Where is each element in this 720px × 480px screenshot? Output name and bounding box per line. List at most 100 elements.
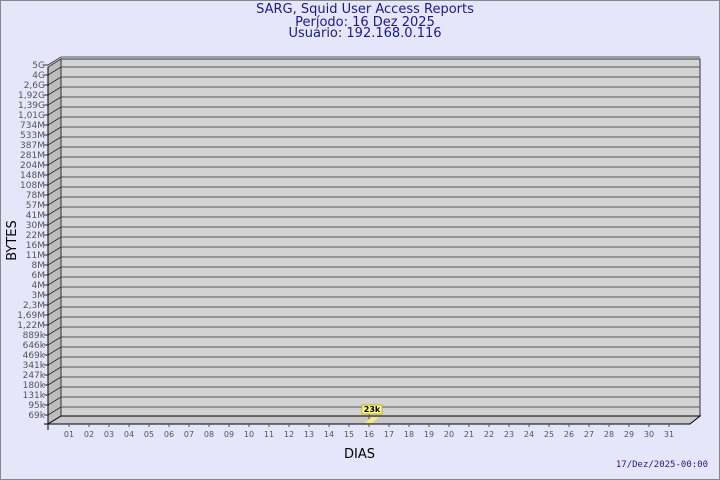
x-tick-label: 03 [104,430,114,439]
y-tick-label: 1,69M [17,311,45,321]
gridline-depth [47,56,62,66]
x-tick-label: 11 [264,430,274,439]
x-tick-label: 28 [604,430,614,439]
y-tick-label: 889k [23,331,46,341]
y-tick-label: 1,92G [18,91,45,101]
gridline-depth [47,356,62,366]
y-tick-label: 3M [32,291,46,301]
gridline-depth [47,156,62,166]
gridline-depth [47,176,62,186]
y-tick-label: 16M [26,241,45,251]
x-tick-label: 30 [644,430,654,439]
y-tick-label: 180k [23,381,46,391]
gridline-depth [47,186,62,196]
y-tick-label: 204M [20,161,45,171]
x-tick-label: 02 [84,430,94,439]
y-tick-label: 131k [23,391,46,401]
x-tick-label: 08 [204,430,214,439]
gridline-depth [47,316,62,326]
y-tick-label: 1,39G [18,101,45,111]
gridline-depth [47,306,62,316]
gridline-depth [47,146,62,156]
gridline-depth [47,406,62,416]
gridline-depth [47,236,62,246]
y-tick-label: 1,01G [18,111,45,121]
y-tick-label: 108M [20,181,45,191]
gridline-depth [47,66,62,76]
y-tick-label: 2,6G [24,81,45,91]
y-tick-label: 734M [20,121,45,131]
x-tick-label: 10 [244,430,254,439]
gridline-depth [47,96,62,106]
y-tick-label: 533M [20,131,45,141]
y-tick-label: 8M [32,261,46,271]
bar-day-16 [365,417,379,423]
gridline-depth [47,216,62,226]
y-tick-label: 5G [32,61,45,71]
y-tick-label: 57M [26,201,45,211]
y-axis-label: BYTES [4,220,20,261]
gridline-depth [47,256,62,266]
chart-subtitle-period: Período: 16 Dez 2025 [295,15,435,30]
gridline-depth [47,166,62,176]
gridline-depth [47,336,62,346]
y-tick-label: 4G [32,71,45,81]
gridline-depth [47,136,62,146]
gridline-depth [47,226,62,236]
y-tick-label: 281M [20,151,45,161]
y-tick-label: 22M [26,231,45,241]
y-tick-label: 30M [26,221,45,231]
chart-subtitle-user: Usuário: 192.168.0.116 [288,26,442,41]
x-tick-label: 09 [224,430,234,439]
y-tick-label: 387M [20,141,45,151]
gridline-depth [47,196,62,206]
gridline-depth [47,346,62,356]
y-tick-label: 69k [28,411,45,421]
data-label-box [361,404,383,415]
y-tick-label: 1,22M [17,321,45,331]
x-axis-label: DIAS [344,447,375,462]
gridline-depth [47,366,62,376]
x-tick-label: 22 [484,430,494,439]
x-tick-label: 13 [304,430,314,439]
x-tick-label: 21 [464,430,474,439]
gridline-depth [47,266,62,276]
x-tick-label: 01 [64,430,74,439]
data-label: 23k [364,405,381,414]
gridline-depth [47,126,62,136]
y-tick-label: 469k [23,351,46,361]
x-tick-label: 25 [544,430,554,439]
y-tick-label: 148M [20,171,45,181]
x-tick-label: 24 [524,430,534,439]
x-tick-label: 16 [364,430,374,439]
x-tick-label: 12 [284,430,294,439]
y-tick-label: 11M [26,251,45,261]
y-tick-label: 6M [32,271,46,281]
x-tick-label: 14 [324,430,334,439]
gridline-depth [47,76,62,86]
x-tick-label: 26 [564,430,574,439]
x-tick-label: 18 [404,430,414,439]
gridline-depth [47,206,62,216]
x-tick-label: 07 [184,430,194,439]
gridline-depth [47,326,62,336]
gridline-depth [47,86,62,96]
y-tick-label: 341k [23,361,46,371]
y-tick-label: 2,3M [23,301,45,311]
x-tick-label: 29 [624,430,634,439]
x-tick-label: 17 [384,430,394,439]
gridline-depth [47,246,62,256]
gridline-depth [47,396,62,406]
gridline-depth [47,296,62,306]
gridline-depth [47,276,62,286]
gridline-depth [47,286,62,296]
y-tick-label: 95k [28,401,45,411]
x-tick-label: 19 [424,430,434,439]
x-tick-label: 31 [664,430,674,439]
x-tick-label: 23 [504,430,514,439]
x-tick-label: 27 [584,430,594,439]
x-tick-label: 15 [344,430,354,439]
y-tick-label: 646k [23,341,46,351]
y-tick-label: 247k [23,371,46,381]
